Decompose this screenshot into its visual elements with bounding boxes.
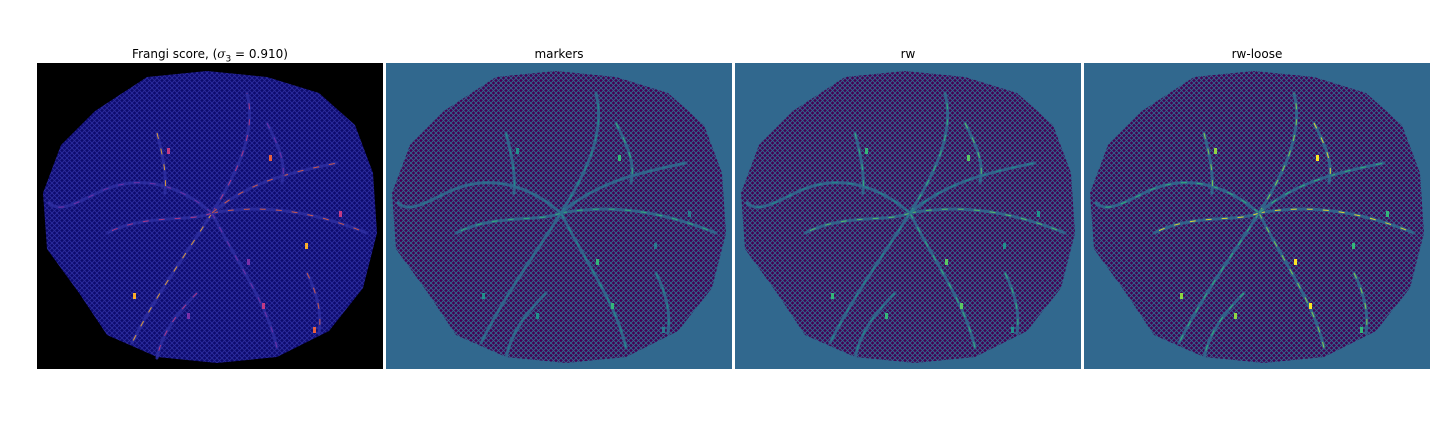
highlight-segment xyxy=(516,148,519,154)
panel-markers: markers xyxy=(386,40,732,370)
highlight-segment xyxy=(187,313,190,319)
highlight-segment xyxy=(618,155,621,161)
sigma-subscript: 3 xyxy=(225,54,232,65)
vessel-highlight xyxy=(211,212,278,349)
markers-image xyxy=(386,63,732,369)
vessel-highlight xyxy=(211,92,251,214)
vessel-highlight xyxy=(909,92,949,214)
highlight-segment xyxy=(1294,259,1297,265)
highlight-segment xyxy=(1352,243,1355,249)
vessel-branch xyxy=(803,211,912,235)
title-prefix: Frangi score, ( xyxy=(132,47,218,61)
highlight-segment xyxy=(1180,293,1183,299)
vessel-branch xyxy=(1202,291,1246,360)
vessel-highlight xyxy=(480,212,562,344)
vessel-highlight xyxy=(1258,92,1298,214)
highlight-segment xyxy=(945,259,948,265)
highlight-segment xyxy=(596,259,599,265)
highlight-segment xyxy=(831,293,834,299)
highlight-segment xyxy=(885,313,888,319)
highlight-segment xyxy=(247,259,250,265)
highlight-segment xyxy=(536,313,539,319)
vessel-branch xyxy=(454,211,563,235)
highlight-segment xyxy=(967,155,970,161)
vessel-highlight xyxy=(1313,122,1331,184)
highlight-segment xyxy=(1234,313,1237,319)
vessel-highlight xyxy=(909,208,1066,234)
vessel-highlight xyxy=(1203,132,1213,194)
vessel-branch xyxy=(1152,211,1261,235)
frangi-image xyxy=(37,63,383,369)
title-suffix: = 0.910) xyxy=(231,47,288,61)
vessel-highlight xyxy=(266,122,284,184)
vessel-highlight xyxy=(560,162,687,214)
panel-title: rw-loose xyxy=(1231,47,1283,61)
panel-title: markers xyxy=(534,47,584,61)
vessel-highlight xyxy=(1353,272,1368,334)
highlight-segment xyxy=(313,327,316,333)
vessel-branch xyxy=(155,291,199,360)
panel-title: Frangi score, (σ3 = 0.910) xyxy=(37,45,383,65)
rw-image xyxy=(735,63,1081,369)
vessel-highlight xyxy=(211,162,338,214)
vessel-highlight xyxy=(909,162,1036,214)
vessel-highlight xyxy=(1178,212,1260,344)
vessel-highlight xyxy=(560,208,717,234)
vessel-highlight xyxy=(829,212,911,344)
highlight-segment xyxy=(305,243,308,249)
vessel-highlight xyxy=(306,272,321,334)
vessel-highlight xyxy=(48,182,213,214)
highlight-segment xyxy=(654,243,657,249)
highlight-segment xyxy=(262,303,265,309)
vessel-highlight xyxy=(909,212,976,349)
highlight-segment xyxy=(1316,155,1319,161)
highlight-segment xyxy=(1011,327,1014,333)
highlight-segment xyxy=(339,211,342,217)
vessel-highlight xyxy=(1258,212,1325,349)
panel-title: rw xyxy=(900,47,916,61)
sigma-symbol: σ xyxy=(217,47,226,61)
highlight-segment xyxy=(1386,211,1389,217)
highlight-segment xyxy=(1309,303,1312,309)
vessel-highlight xyxy=(156,132,166,194)
vessel-highlight xyxy=(854,132,864,194)
highlight-segment xyxy=(662,327,665,333)
highlight-segment xyxy=(960,303,963,309)
highlight-segment xyxy=(865,148,868,154)
highlight-segment xyxy=(167,148,170,154)
vessel-highlight xyxy=(131,212,213,344)
panel-rw: rw xyxy=(735,40,1081,370)
highlight-segment xyxy=(1214,148,1217,154)
vessel-highlight xyxy=(1095,182,1260,214)
highlight-segment xyxy=(1360,327,1363,333)
vessel-highlight xyxy=(655,272,670,334)
highlight-segment xyxy=(1003,243,1006,249)
highlight-segment xyxy=(688,211,691,217)
vessel-highlight xyxy=(1004,272,1019,334)
vessel-highlight xyxy=(397,182,562,214)
vessel-highlight xyxy=(211,208,368,234)
highlight-segment xyxy=(1037,211,1040,217)
vessel-highlight xyxy=(505,132,515,194)
vessel-highlight xyxy=(560,212,627,349)
vessel-branch xyxy=(105,211,214,235)
vessel-branch xyxy=(853,291,897,360)
vessel-highlight xyxy=(1258,208,1415,234)
vessel-highlight xyxy=(615,122,633,184)
rw-loose-image xyxy=(1084,63,1430,369)
panel-rw-loose: rw-loose xyxy=(1084,40,1430,370)
vessel-highlight xyxy=(746,182,911,214)
highlight-segment xyxy=(133,293,136,299)
vessel-highlight xyxy=(560,92,600,214)
panel-frangi: Frangi score, (σ3 = 0.910) xyxy=(37,40,383,370)
vessel-highlight xyxy=(1258,162,1385,214)
vessel-highlight xyxy=(964,122,982,184)
highlight-segment xyxy=(611,303,614,309)
highlight-segment xyxy=(269,155,272,161)
highlight-segment xyxy=(482,293,485,299)
vessel-branch xyxy=(504,291,548,360)
